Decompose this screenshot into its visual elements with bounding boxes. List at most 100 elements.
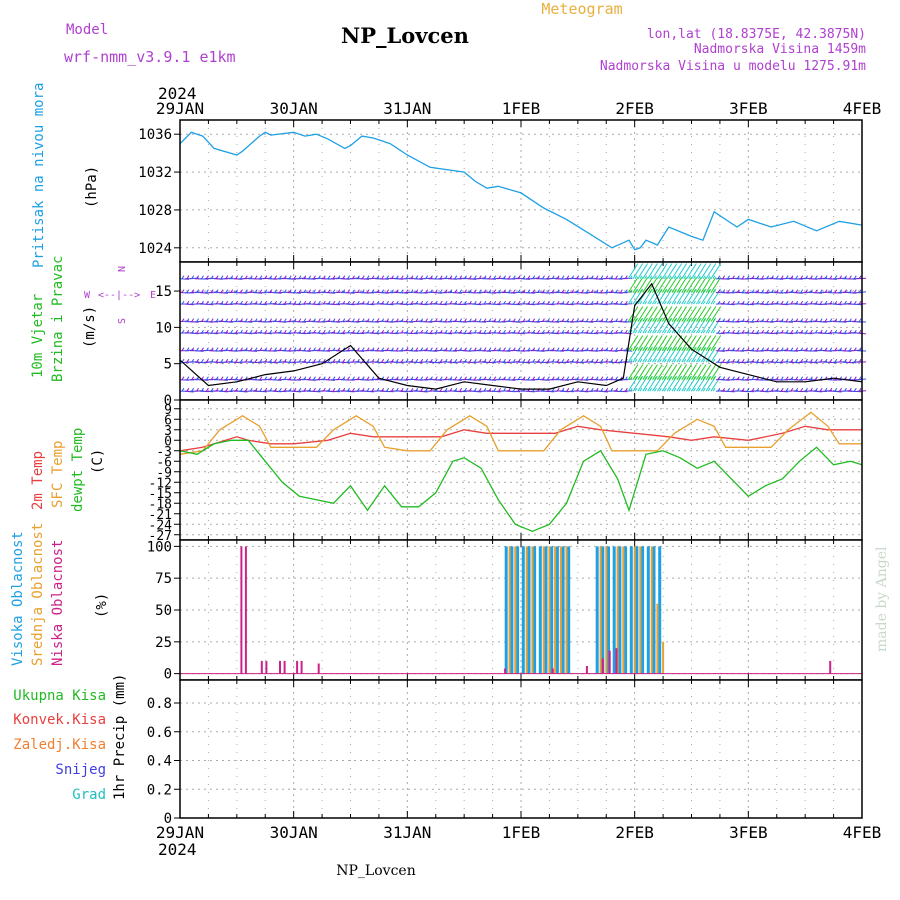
wind-barb [433,278,443,280]
wind-barb-flag [629,318,633,322]
wind-barb [399,292,409,294]
wind-barb-flag [278,318,282,322]
wind-barb-flag [522,275,526,279]
wind-barb-flag [527,358,531,363]
wind-barb-flag [293,318,297,322]
wind-barb-flag [454,318,458,322]
wind-barb-flag [225,289,229,293]
wind-barb [350,321,360,323]
wind-barb-flag [800,300,804,305]
wind-barb-flag [215,289,219,293]
wind-barb-flag [317,376,321,380]
wind-barb-flag [790,289,794,293]
wind-barb-flag [853,300,857,305]
wind-barb-flag [400,376,404,380]
wind-barb-flag [770,300,774,305]
wind-barb-flag [576,275,580,279]
wind-barb-flag [839,358,843,363]
wind-title-1: 10m Vjetar [30,294,46,378]
cloud-bar [551,668,554,674]
wind-barb-flag [829,300,833,305]
wind-barb-flag [805,329,808,334]
panel-4: 00.20.40.60.8 [147,679,863,827]
wind-barb-flag [585,275,589,279]
wind-barb [433,361,443,364]
wind-barb-flag [542,358,545,363]
wind-barb-flag [478,376,482,380]
wind-barb-flag [688,318,692,322]
wind-barb-flag [395,318,399,322]
wind-barb [818,321,828,323]
wind-barb-flag [391,376,394,380]
wind-barb-flag [585,358,589,363]
day-label-top: 3FEB [729,99,768,118]
wind-barb-flag [230,329,234,334]
wind-barb-flag [800,329,804,334]
wind-barb-flag [503,329,506,334]
wind-barb-flag [254,329,258,334]
wind-barb-flag [853,376,857,380]
wind-barb [467,361,477,364]
wind-barb [550,332,560,335]
wind-barb-flag [210,376,214,380]
wind-barb-flag [201,329,204,334]
y-tick-label: 1028 [138,203,172,219]
wind-barb-flag [756,275,760,279]
wind-barb-flag [244,289,248,293]
wind-barb-flag [415,358,419,363]
wind-barb [345,292,355,294]
wind-barb [589,332,599,335]
wind-barb-flag [634,275,638,279]
wind-barb-flag [366,376,370,380]
wind-barb-flag [546,300,550,305]
wind-barb-flag [766,347,770,351]
wind-barb-flag [381,318,385,322]
wind-barb-flag [590,275,594,279]
wind-barb-flag [702,329,706,334]
wind-barb [525,390,535,393]
wind-barb-flag [322,318,326,322]
cloud-bar [567,546,571,674]
wind-barb-flag [727,387,731,392]
wind-barb-flag [819,358,823,363]
wind-barb-flag [434,275,438,279]
cloud-bar [595,546,599,674]
wind-barb [695,277,707,293]
wind-barb-flag [274,387,278,392]
wind-barb-flag [571,376,575,380]
wind-barb-flag [381,300,385,305]
wind-barb [579,390,589,393]
wind-barb-flag [717,347,721,351]
wind-barb [209,332,219,335]
cloud-bar [599,546,602,674]
wind-barb [369,332,380,335]
wind-barb-flag [853,318,857,322]
wind-barb-flag [327,300,331,305]
wind-barb-flag [693,376,696,380]
wind-barb-flag [834,347,838,351]
wind-barb [774,278,784,280]
wind-barb-flag [566,329,570,334]
wind-barb [511,321,521,323]
wind-barb-flag [639,376,643,380]
wind-barb-flag [386,275,390,279]
wind-barb [661,277,673,293]
wind-barb-flag [809,318,813,322]
wind-barb-flag [658,347,662,351]
wind-barb-flag [766,329,770,334]
wind-barb-flag [478,275,482,279]
wind-barb-flag [347,275,351,279]
wind-barb-flag [303,275,307,279]
wind-barb-flag [254,387,258,392]
wind-barb-flag [244,300,248,305]
wind-barb-flag [741,275,745,279]
wind-barb [798,303,808,306]
wind-barb-flag [498,329,502,334]
wind-barb-flag [644,300,648,305]
wind-barb [486,278,496,280]
wind-barb-flag [415,387,419,392]
cloud-high-title: Visoka Oblacnost [10,531,26,666]
wind-barb [803,332,813,335]
wind-barb-flag [293,289,297,293]
cloud-bar [629,546,633,674]
